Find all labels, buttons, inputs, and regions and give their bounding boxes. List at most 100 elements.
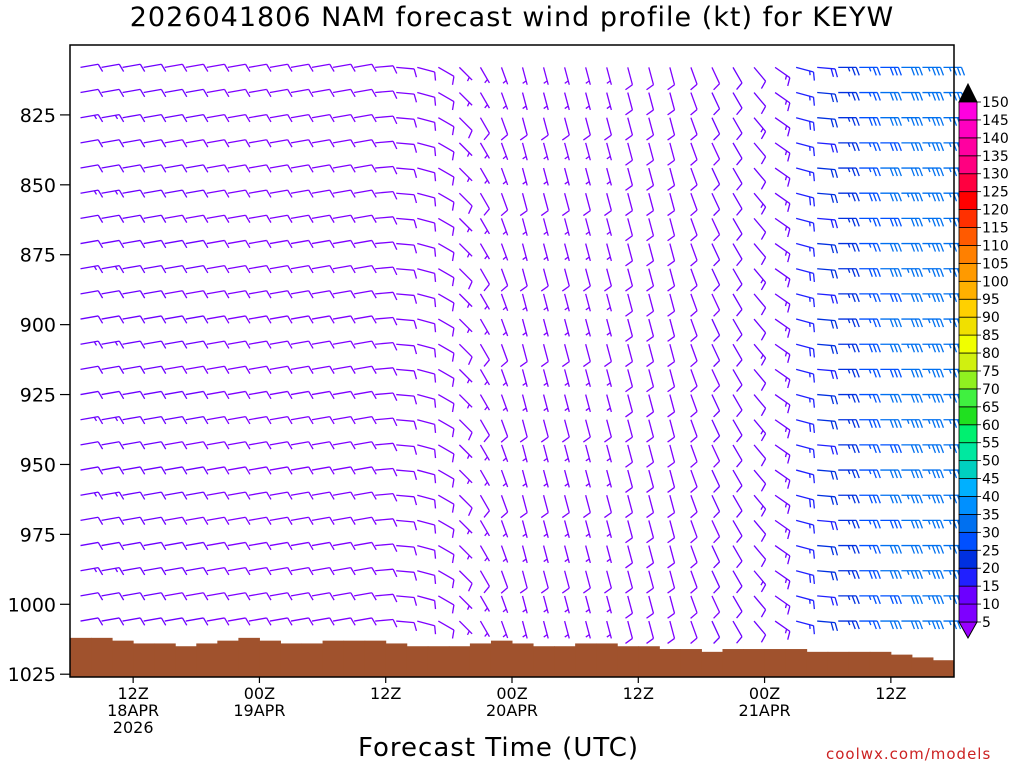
barb-feather — [893, 117, 898, 126]
barb-staff — [648, 369, 655, 387]
barb-feather — [467, 205, 473, 214]
barb-feather — [329, 214, 335, 223]
barb-feather — [939, 92, 945, 101]
wind-barb — [667, 520, 676, 544]
barb-feather — [451, 327, 455, 337]
barb-feather — [667, 335, 675, 342]
barb-staff — [101, 88, 120, 94]
barb-staff — [311, 340, 330, 345]
wind-barb — [396, 544, 418, 556]
wind-barb — [248, 189, 272, 198]
barb-feather — [413, 446, 418, 455]
barb-staff — [669, 369, 676, 387]
barb-feather — [434, 298, 437, 308]
wind-barb — [396, 167, 418, 179]
barb-staff — [500, 595, 509, 614]
barb-staff — [817, 544, 836, 548]
barb-feather — [889, 117, 894, 126]
barb-feather — [713, 158, 721, 166]
wind-barb — [646, 67, 655, 91]
barb-feather — [139, 617, 146, 626]
barb-staff — [563, 92, 570, 111]
barb-staff — [122, 290, 141, 295]
barb-staff — [227, 441, 246, 446]
barb-feather — [893, 394, 898, 403]
barb-feather — [606, 256, 611, 261]
barb-feather — [918, 545, 923, 554]
barb-feather — [564, 634, 569, 638]
x-tick-label: 21APR — [739, 701, 791, 720]
barb-feather — [830, 118, 835, 128]
barb-feather — [97, 391, 104, 400]
barb-staff — [627, 67, 634, 85]
wind-barb — [753, 494, 767, 517]
barb-feather — [585, 231, 590, 235]
colorbar-label: 10 — [982, 597, 1000, 613]
barb-feather — [690, 511, 698, 519]
wind-barb — [922, 192, 945, 202]
barb-feather — [434, 248, 437, 257]
wind-barb — [690, 67, 698, 91]
barb-feather — [787, 127, 791, 137]
barb-feather — [847, 369, 851, 374]
wind-barb — [417, 117, 437, 131]
wind-barb — [206, 415, 230, 425]
barb-staff — [732, 67, 743, 84]
wind-barb — [396, 343, 418, 355]
barb-staff — [500, 419, 509, 437]
barb-feather — [540, 134, 549, 141]
barb-staff — [817, 318, 836, 322]
barb-feather — [139, 340, 146, 349]
barb-staff — [185, 239, 204, 245]
barb-feather — [931, 444, 937, 454]
wind-barb — [585, 67, 591, 85]
barb-feather — [371, 114, 377, 123]
wind-barb — [458, 142, 473, 157]
wind-barb — [80, 541, 104, 551]
barb-staff — [817, 242, 836, 246]
barb-feather — [927, 595, 931, 601]
barb-staff — [479, 570, 490, 587]
barb-staff — [290, 315, 309, 320]
barb-feather — [350, 290, 356, 299]
barb-feather — [872, 369, 877, 378]
barb-staff — [479, 494, 490, 512]
barb-staff — [648, 167, 655, 186]
barb-staff — [311, 88, 330, 94]
ground-segment — [722, 649, 745, 677]
wind-barb — [711, 595, 721, 619]
barb-staff — [248, 617, 267, 622]
wind-barb — [625, 268, 634, 292]
wind-barb — [690, 495, 698, 519]
barb-staff — [479, 343, 490, 361]
barb-feather — [93, 416, 98, 422]
barb-feather — [467, 130, 473, 139]
barb-feather — [606, 155, 611, 160]
barb-feather — [927, 570, 931, 575]
barb-feather — [308, 114, 314, 123]
barb-feather — [202, 340, 209, 349]
wind-barb — [922, 595, 945, 605]
barb-staff — [269, 214, 288, 220]
barb-feather — [543, 457, 548, 462]
barb-feather — [784, 75, 788, 80]
barb-staff — [375, 241, 394, 245]
barb-staff — [375, 493, 394, 496]
barb-feather — [760, 257, 767, 266]
barb-staff — [753, 394, 767, 409]
barb-staff — [101, 113, 120, 119]
wind-barb — [164, 541, 188, 551]
wind-barb — [667, 92, 676, 116]
wind-barb — [122, 390, 146, 400]
barb-staff — [438, 217, 455, 228]
barb-staff — [101, 541, 120, 547]
barb-feather — [522, 256, 527, 261]
barb-feather — [413, 270, 418, 279]
barb-feather — [308, 466, 314, 475]
barb-staff — [774, 142, 791, 154]
wind-barb — [206, 441, 230, 450]
barb-feather — [502, 633, 507, 638]
wind-barb — [354, 264, 377, 274]
barb-staff — [269, 491, 288, 496]
wind-barb — [290, 264, 314, 274]
